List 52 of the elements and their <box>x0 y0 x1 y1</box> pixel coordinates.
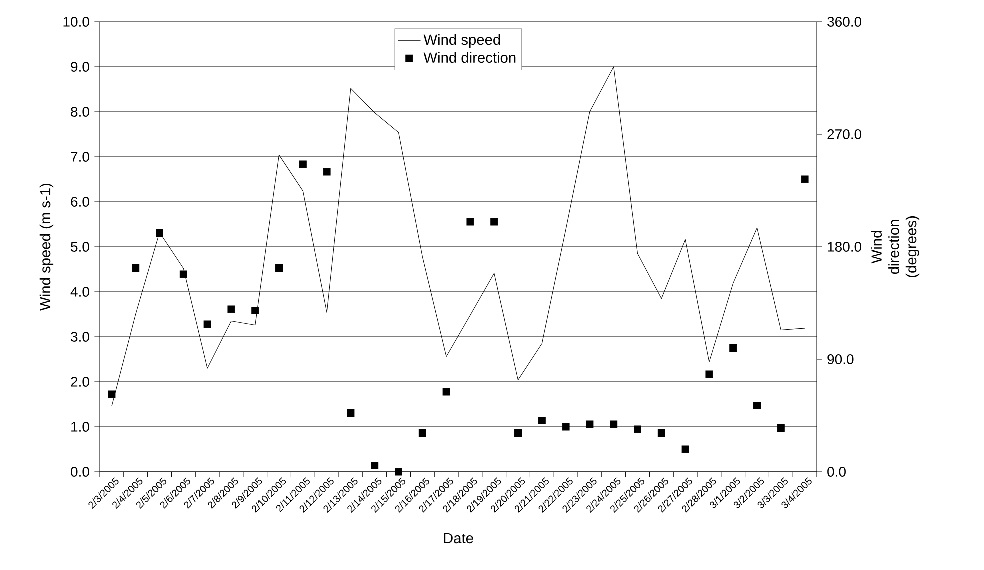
y-tick-label: 1.0 <box>72 422 90 432</box>
point <box>418 430 426 437</box>
point <box>132 264 140 272</box>
point <box>490 218 498 226</box>
y-tick-label: 10.0 <box>64 17 90 27</box>
point <box>562 423 570 431</box>
y2-tick-label: 0.0 <box>828 467 846 477</box>
legend-label: Wind speed <box>424 34 500 48</box>
point <box>371 462 379 470</box>
point <box>466 218 474 226</box>
y-tick-label: 0.0 <box>71 467 90 477</box>
point <box>634 426 642 434</box>
point <box>276 264 283 272</box>
point <box>730 344 738 352</box>
point <box>442 388 450 396</box>
point <box>610 420 618 428</box>
x-axis-title: Date <box>444 533 474 544</box>
point <box>777 424 785 432</box>
y-tick-label: 7.0 <box>71 152 90 162</box>
point <box>682 446 690 454</box>
point <box>801 176 809 184</box>
point <box>108 390 116 398</box>
legend-label: Wind direction <box>424 52 516 64</box>
point <box>706 370 714 378</box>
y-tick-label: 9.0 <box>71 62 90 72</box>
point <box>156 230 164 237</box>
y2-tick-label: 90.0 <box>828 354 854 364</box>
y2-tick-label: 360.0 <box>828 17 862 27</box>
point <box>658 430 666 437</box>
point <box>204 320 212 328</box>
point <box>347 409 355 417</box>
point <box>538 417 546 424</box>
y-axis-title: Wind speed (m s-1) <box>40 184 54 311</box>
y-tick-label: 6.0 <box>71 197 90 207</box>
point <box>180 270 188 278</box>
point <box>395 468 402 476</box>
point <box>299 160 307 168</box>
y-tick-label: 2.0 <box>71 377 90 387</box>
point <box>514 430 522 437</box>
line-series <box>112 66 806 407</box>
y2-tick-label: 180.0 <box>828 242 862 252</box>
point <box>252 306 260 314</box>
point <box>323 168 331 176</box>
y-tick-label: 4.0 <box>70 287 90 297</box>
y-tick-label: 5.0 <box>71 242 90 252</box>
point <box>586 420 594 428</box>
point <box>228 306 236 314</box>
y-tick-label: 8.0 <box>71 107 90 117</box>
y2-axis-title: Wind direction (degrees) <box>871 216 920 278</box>
point <box>754 402 761 410</box>
y2-tick-label: 270.0 <box>828 130 862 140</box>
y-tick-label: 3.0 <box>71 332 90 342</box>
